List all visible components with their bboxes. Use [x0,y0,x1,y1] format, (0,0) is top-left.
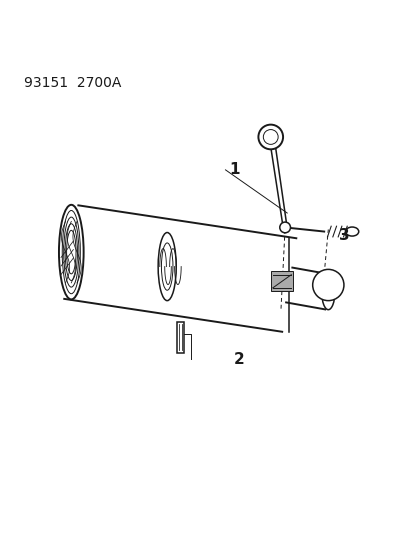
Text: 93151  2700A: 93151 2700A [24,76,121,90]
Ellipse shape [321,274,334,310]
Ellipse shape [279,222,290,233]
Text: 1: 1 [229,163,240,177]
Bar [270,271,293,291]
Text: 2: 2 [233,352,244,367]
Ellipse shape [59,205,83,300]
Bar [176,322,183,353]
Ellipse shape [312,269,343,301]
Text: 3: 3 [338,228,349,243]
Ellipse shape [258,125,282,149]
Ellipse shape [345,227,358,236]
